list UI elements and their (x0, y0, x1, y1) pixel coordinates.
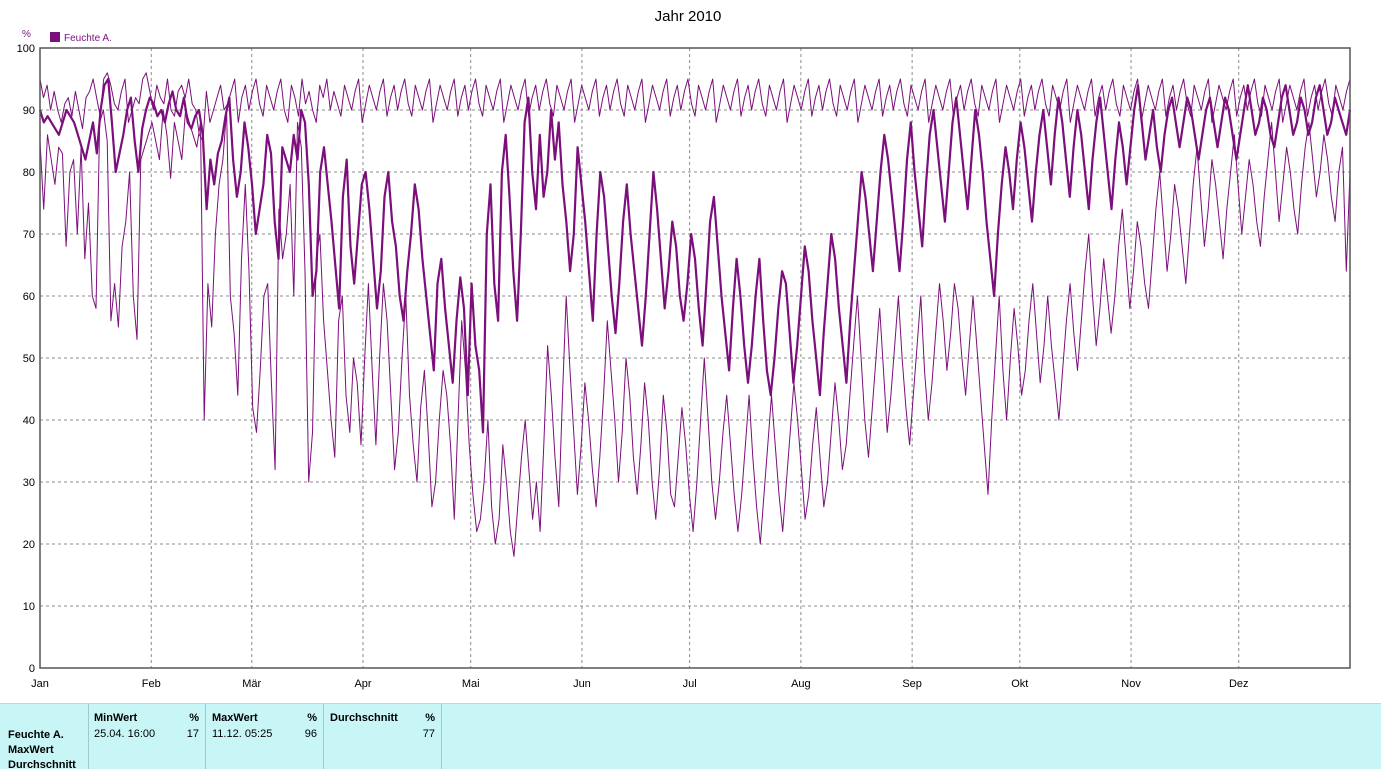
row-label-durchschnitt: Durchschnitt (8, 759, 76, 771)
stats-panel: Feuchte A. MaxWert Durchschnitt MinWert … (0, 703, 1381, 771)
col-timestamp-min: 25.04. 16:00 (94, 728, 156, 740)
y-axis: 0 10 20 30 40 50 60 70 80 90 100 (17, 43, 35, 675)
y-tick-label: 20 (23, 539, 35, 551)
series-line-durchschnitt (38, 77, 1352, 434)
stats-col-avg: Durchschnitt % 77 (324, 704, 442, 769)
col-unit-max: % (307, 712, 317, 724)
y-tick-label: 40 (23, 415, 35, 427)
col-value-min: 17 (186, 728, 199, 740)
x-tick-label: Aug (791, 678, 811, 690)
y-tick-label: 10 (23, 601, 35, 613)
y-tick-label: 60 (23, 291, 35, 303)
humidity-chart: 0 10 20 30 40 50 60 70 80 90 100 Jan Feb Mär Apr Mai Ju… (17, 8, 1352, 690)
row-label-maxwert: MaxWert (8, 744, 54, 756)
plot-frame (39, 47, 1351, 669)
series-line-min (39, 109, 1351, 557)
series-line-max (39, 72, 1351, 142)
series-lines (38, 72, 1352, 557)
legend-swatch (50, 32, 60, 42)
col-unit-min: % (189, 712, 199, 724)
col-header-avg: Durchschnitt (330, 712, 398, 724)
y-tick-label: 50 (23, 353, 35, 365)
col-value-max: 96 (304, 728, 317, 740)
x-tick-label: Jul (683, 678, 697, 690)
x-tick-label: Feb (142, 678, 161, 690)
y-tick-label: 30 (23, 477, 35, 489)
stats-row-labels: Feuchte A. MaxWert Durchschnitt (8, 728, 76, 773)
stats-divider (88, 704, 89, 769)
y-tick-label: 100 (17, 43, 35, 55)
x-tick-label: Jan (31, 678, 49, 690)
x-tick-label: Sep (902, 678, 922, 690)
x-tick-label: Okt (1011, 678, 1028, 690)
col-header-max: MaxWert (212, 712, 258, 724)
y-tick-label: 70 (23, 229, 35, 241)
y-axis-unit: % (22, 29, 31, 40)
x-axis: Jan Feb Mär Apr Mai Jun Jul Aug Sep Okt Nov Dez (31, 678, 1248, 690)
x-tick-label: Apr (354, 678, 371, 690)
x-tick-label: Nov (1121, 678, 1141, 690)
x-tick-label: Mai (462, 678, 480, 690)
stats-col-max: MaxWert % 11.12. 05:25 96 (206, 704, 324, 769)
x-tick-label: Dez (1229, 678, 1249, 690)
y-tick-label: 90 (23, 105, 35, 117)
x-tick-label: Jun (573, 678, 591, 690)
y-tick-label: 0 (29, 663, 35, 675)
col-timestamp-max: 11.12. 05:25 (212, 728, 273, 740)
col-value-avg: 77 (422, 728, 435, 740)
chart-title: Jahr 2010 (655, 8, 722, 25)
legend-label: Feuchte A. (64, 33, 112, 44)
col-unit-avg: % (425, 712, 435, 724)
stats-col-min: MinWert % 25.04. 16:00 17 (88, 704, 206, 769)
y-tick-label: 80 (23, 167, 35, 179)
row-label-feuchte: Feuchte A. (8, 729, 64, 741)
col-header-min: MinWert (94, 712, 138, 724)
x-tick-label: Mär (242, 678, 261, 690)
